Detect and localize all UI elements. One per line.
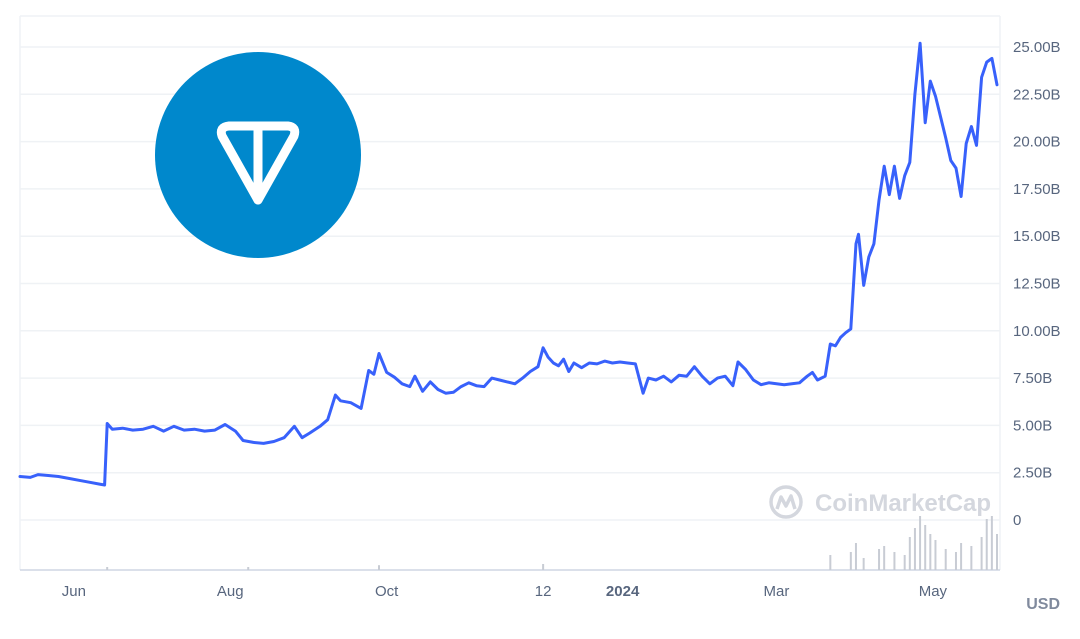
volume-bar <box>985 519 988 570</box>
volume-bar <box>944 549 947 570</box>
x-tick-label: Aug <box>217 583 244 600</box>
currency-unit-label: USD <box>1026 596 1060 613</box>
y-axis-ticks: 0 2.50B 5.00B 7.50B 10.00B 12.50B 15.00B 17.50B… <box>1013 39 1061 529</box>
volume-bar <box>990 516 993 570</box>
x-tick-label: 2024 <box>606 583 640 600</box>
y-tick-label: 25.00B <box>1013 39 1061 56</box>
volume-bar <box>929 534 932 570</box>
volume-bar <box>829 555 832 570</box>
volume-bar <box>893 552 896 570</box>
volume-bar <box>878 549 881 570</box>
volume-bar <box>903 555 906 570</box>
y-tick-label: 12.50B <box>1013 276 1061 293</box>
volume-bar <box>934 540 937 570</box>
x-axis-ticks: Jun Aug Oct 12 2024 Mar May <box>62 583 948 600</box>
watermark-text: CoinMarketCap <box>815 490 991 517</box>
y-tick-label: 5.00B <box>1013 417 1052 434</box>
volume-bar <box>106 567 109 570</box>
volume-bar <box>954 552 957 570</box>
volume-bar <box>862 558 865 570</box>
coinmarketcap-watermark: CoinMarketCap <box>769 485 991 519</box>
volume-bar <box>883 546 886 570</box>
x-tick-label: May <box>919 583 948 600</box>
volume-bars <box>106 516 998 570</box>
volume-bar <box>913 528 916 570</box>
volume-bar <box>924 525 927 570</box>
volume-bar <box>919 516 922 570</box>
volume-bar <box>996 534 998 570</box>
price-line <box>18 41 999 487</box>
y-tick-label: 0 <box>1013 512 1021 529</box>
volume-bar <box>849 552 852 570</box>
ton-logo <box>155 52 361 258</box>
y-tick-label: 22.50B <box>1013 86 1061 103</box>
ton-logo-icon <box>216 121 300 205</box>
y-tick-label: 20.00B <box>1013 134 1061 151</box>
x-tick-label: 12 <box>535 583 552 600</box>
volume-bar <box>378 565 381 570</box>
x-tick-label: Jun <box>62 583 86 600</box>
volume-bar <box>854 543 857 570</box>
y-tick-label: 17.50B <box>1013 181 1061 198</box>
y-tick-label: 10.00B <box>1013 323 1061 340</box>
volume-bar <box>542 564 545 570</box>
volume-bar <box>970 546 973 570</box>
x-tick-label: Mar <box>764 583 790 600</box>
x-tick-label: Oct <box>375 583 399 600</box>
y-tick-label: 2.50B <box>1013 465 1052 482</box>
volume-bar <box>247 567 250 570</box>
y-tick-label: 15.00B <box>1013 228 1061 245</box>
volume-bar <box>960 543 963 570</box>
coinmarketcap-icon <box>769 485 803 519</box>
volume-bar <box>908 537 911 570</box>
volume-bar <box>980 537 983 570</box>
y-tick-label: 7.50B <box>1013 370 1052 387</box>
